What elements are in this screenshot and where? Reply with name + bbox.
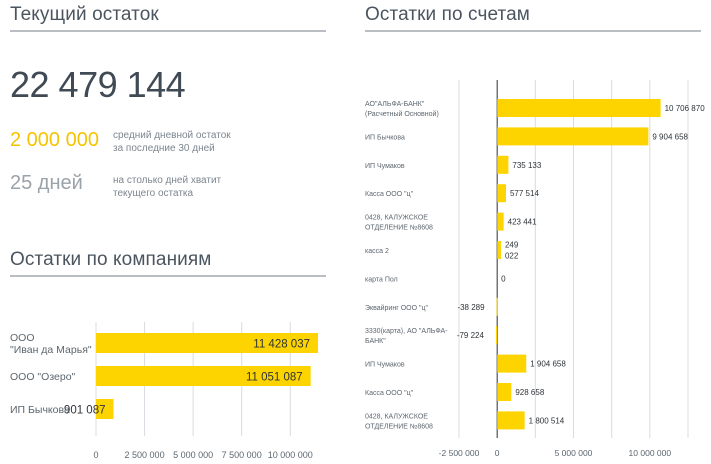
accounts-category-label: 0428, КАЛУЖСКОЕ — [365, 413, 428, 420]
accounts-category-label: ОТДЕЛЕНИЕ №8608 — [365, 225, 433, 232]
accounts-category-label: касса 2 — [365, 248, 389, 255]
accounts-bar — [497, 354, 527, 373]
avg-desc-line-1: средний дневной остаток — [113, 130, 231, 141]
accounts-bar — [495, 326, 498, 345]
accounts-category-label: (Расчетный Основной) — [365, 110, 439, 118]
accounts-divider — [365, 30, 701, 32]
days-remaining-desc: на столько дней хватит текущего остатка — [113, 174, 221, 200]
accounts-value-label: 0 — [501, 274, 506, 283]
avg-daily-balance-desc: средний дневной остаток за последние 30 … — [113, 129, 231, 155]
accounts-bar — [497, 99, 661, 117]
companies-value-label: 11 428 037 — [253, 339, 310, 351]
accounts-category-label: Эквайринг ООО "ц" — [365, 304, 428, 312]
accounts-category-label: ИП Бычкова — [365, 134, 405, 141]
accounts-category-label: АО"АЛЬФА-БАНК" — [365, 101, 425, 108]
companies-tick-label: 10 000 000 — [268, 450, 313, 460]
companies-bar — [96, 399, 114, 419]
days-desc-line-2: текущего остатка — [113, 188, 194, 199]
accounts-category-label: Касса ООО "ц" — [365, 191, 414, 198]
companies-category-label: ООО "Озеро" — [10, 371, 76, 383]
accounts-category-label: ИП Чумаков — [365, 362, 405, 369]
companies-tick-label: 5 000 000 — [173, 450, 213, 460]
accounts-category-label: 3330(карта), АО "АЛЬФА- — [365, 328, 448, 335]
accounts-value-label: -38 289 — [457, 303, 485, 312]
accounts-value-label: 423 441 — [508, 218, 537, 227]
accounts-category-label: ИП Чумаков — [365, 163, 405, 170]
accounts-value-label: 577 514 — [510, 189, 539, 198]
companies-tick-label: 0 — [93, 450, 98, 460]
accounts-tick-label: 0 — [495, 448, 500, 458]
companies-title: Остатки по компаниям — [10, 249, 212, 270]
companies-bar — [96, 333, 318, 353]
accounts-title: Остатки по счетам — [365, 4, 530, 25]
accounts-value-label: 1 904 658 — [530, 360, 566, 369]
accounts-bar — [497, 383, 512, 401]
accounts-bar — [496, 297, 498, 316]
accounts-value-label: 9 904 658 — [652, 132, 688, 141]
companies-value-label: 11 051 087 — [246, 372, 303, 384]
accounts-category-label: карта Пол — [365, 276, 398, 283]
accounts-category-label: Касса ООО "ц" — [365, 390, 414, 397]
total-balance-value: 22 479 144 — [10, 64, 186, 105]
accounts-value-label: 1 800 514 — [529, 416, 565, 425]
accounts-bar — [497, 212, 504, 231]
companies-tick-label: 7 500 000 — [222, 450, 262, 460]
accounts-bar — [497, 411, 525, 430]
days-remaining-value: 25 дней — [10, 172, 83, 194]
accounts-bar — [497, 155, 509, 174]
accounts-value-label: 735 133 — [512, 161, 541, 170]
companies-value-label: 901 087 — [64, 405, 106, 417]
accounts-bar — [497, 184, 506, 203]
companies-bar — [96, 366, 311, 386]
avg-desc-line-2: за последние 30 дней — [113, 143, 215, 154]
accounts-tick-label: -2 500 000 — [439, 448, 480, 458]
accounts-category-label: ОТДЕЛЕНИЕ №8608 — [365, 423, 433, 430]
companies-divider — [10, 275, 326, 277]
accounts-value-label: -79 224 — [457, 331, 485, 340]
accounts-category-label: 0428, КАЛУЖСКОЕ — [365, 215, 428, 222]
accounts-tick-label: 5 000 000 — [555, 448, 593, 458]
accounts-value-label: 022 — [505, 252, 519, 261]
current-balance-divider — [10, 30, 326, 32]
accounts-bar — [497, 127, 649, 146]
companies-tick-label: 2 500 000 — [125, 450, 165, 460]
current-balance-title: Текущий остаток — [10, 4, 159, 25]
accounts-value-label: 249 — [505, 241, 519, 250]
accounts-bar — [497, 241, 501, 259]
companies-category-label: ИП Бычкова — [10, 404, 70, 416]
days-desc-line-1: на столько дней хватит — [113, 175, 222, 186]
accounts-category-label: БАНК" — [365, 338, 386, 345]
accounts-tick-label: 10 000 000 — [629, 448, 672, 458]
companies-category-label: ООО — [10, 332, 35, 344]
avg-daily-balance-value: 2 000 000 — [10, 129, 99, 151]
accounts-value-label: 10 706 870 — [665, 104, 706, 113]
companies-category-label: "Иван да Марья" — [10, 344, 92, 356]
accounts-value-label: 928 658 — [515, 388, 544, 397]
